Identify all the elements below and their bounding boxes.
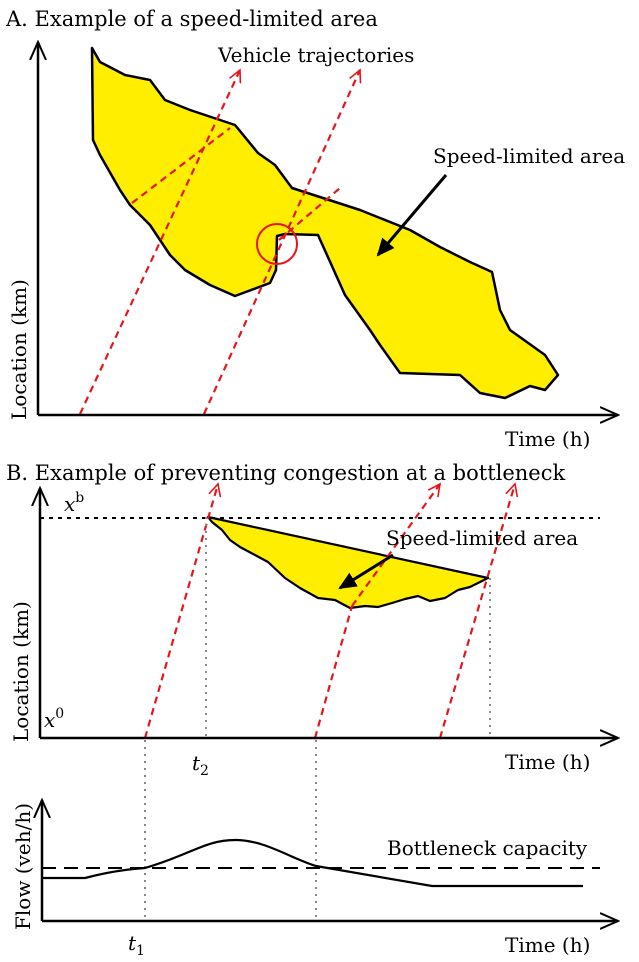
panel-a-trajectories-label: Vehicle trajectories	[217, 43, 414, 67]
panel-b-trajectory-3	[438, 484, 515, 739]
panel-b-x-top-label: xb	[64, 490, 84, 516]
panel-b-x-bottom-label: x0	[44, 706, 64, 732]
panel-a-speed-limited-area	[90, 46, 560, 400]
panel-a-x-axis-label: Time (h)	[505, 427, 590, 451]
panel-b-speed-limited-area	[206, 515, 490, 610]
panel-b-area-label: Speed-limited area	[386, 526, 578, 550]
panel-c-y-axis-label: Flow (veh/h)	[11, 803, 35, 930]
panel-b-x-axis-label: Time (h)	[505, 750, 590, 774]
panel-c-flow-curve	[42, 838, 583, 888]
panel-a-trajectory-2	[202, 70, 360, 415]
panel-c-t1-label: t1	[128, 931, 145, 959]
panel-b-title: B. Example of preventing congestion at a…	[6, 461, 565, 485]
panel-b-trajectory-1	[143, 484, 218, 739]
panel-a-area-label: Speed-limited area	[433, 144, 625, 168]
panel-c-capacity-label: Bottleneck capacity	[387, 836, 588, 860]
panel-b-trajectory-2	[313, 605, 354, 739]
panel-b-y-axis-label: Location (km)	[9, 601, 33, 742]
panel-b: B. Example of preventing congestion at a…	[6, 461, 618, 779]
panel-c: Bottleneck capacity t1 Flow (veh/h) Time…	[11, 740, 618, 959]
panel-c-x-axis-label: Time (h)	[505, 933, 590, 957]
panel-a-area-pointer	[376, 174, 448, 257]
panel-b-trajectory-2-top	[351, 484, 440, 607]
panel-a-trajectory-1-hit	[131, 127, 231, 204]
panel-a-highlight-circle	[256, 223, 298, 265]
panel-a-trajectory-2-hit	[278, 187, 341, 241]
panel-b-area-pointer	[338, 553, 394, 590]
panel-a-y-axis-label: Location (km)	[7, 279, 31, 420]
panel-a-title: A. Example of a speed-limited area	[5, 7, 378, 31]
panel-a: A. Example of a speed-limited area Vehic…	[5, 7, 625, 451]
panel-b-t2-label: t2	[192, 751, 209, 779]
panel-a-trajectory-1	[79, 70, 240, 415]
